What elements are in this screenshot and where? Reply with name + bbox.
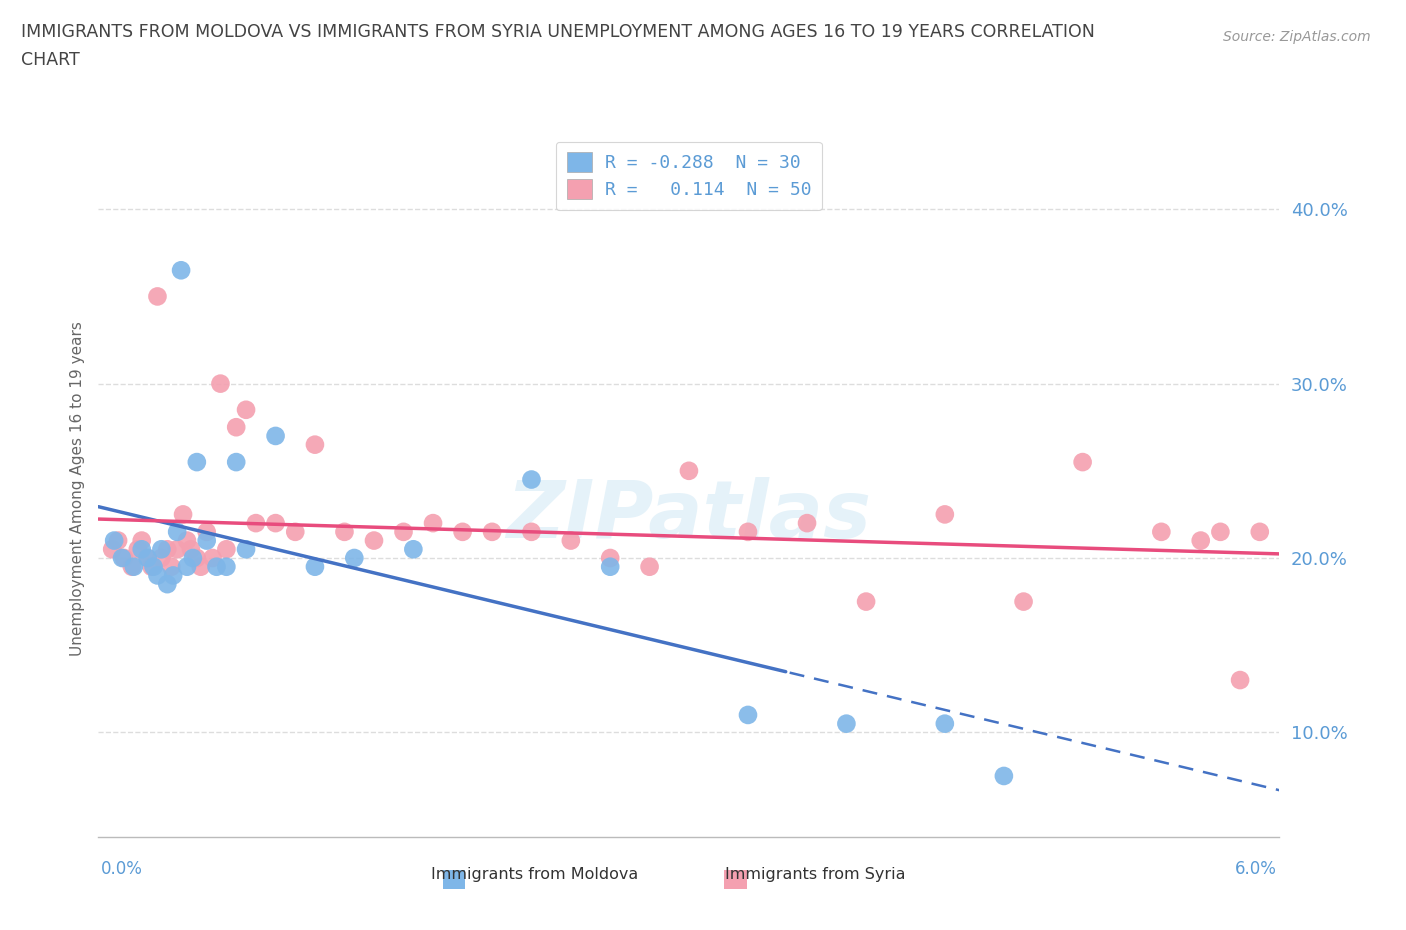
Text: Immigrants from Syria: Immigrants from Syria (725, 867, 905, 882)
Point (796, 515, 818, 530)
Point (1229, 672, 1251, 687)
Point (186, 551, 208, 565)
Point (402, 542, 425, 557)
Text: 6.0%: 6.0% (1234, 860, 1277, 878)
Point (520, 472, 543, 487)
Point (264, 515, 287, 530)
Text: Immigrants from Moldova: Immigrants from Moldova (430, 867, 638, 882)
Point (934, 507, 956, 522)
Point (176, 533, 198, 548)
Point (215, 559, 238, 574)
Point (835, 716, 858, 731)
Legend: R = -0.288  N = 30, R =   0.114  N = 50: R = -0.288 N = 30, R = 0.114 N = 50 (555, 141, 823, 210)
Point (209, 376, 232, 391)
Text: CHART: CHART (21, 51, 80, 69)
Point (264, 429, 287, 444)
Point (131, 542, 153, 557)
Point (304, 559, 326, 574)
Point (599, 551, 621, 565)
Text: ZIPatlas: ZIPatlas (506, 477, 872, 555)
Point (112, 551, 135, 565)
Point (136, 551, 159, 565)
Point (422, 515, 444, 530)
Point (737, 525, 759, 539)
Point (1012, 594, 1035, 609)
Point (186, 455, 208, 470)
Point (934, 716, 956, 731)
Point (146, 289, 169, 304)
Point (520, 525, 543, 539)
Point (142, 559, 165, 574)
Point (225, 455, 247, 470)
Point (136, 551, 159, 565)
Point (392, 525, 415, 539)
Point (993, 768, 1015, 783)
Point (201, 551, 224, 565)
Point (235, 403, 257, 418)
Y-axis label: Unemployment Among Ages 16 to 19 years: Unemployment Among Ages 16 to 19 years (69, 321, 84, 656)
Point (451, 525, 474, 539)
Point (166, 525, 188, 539)
Point (678, 463, 700, 478)
Point (166, 542, 188, 557)
Point (638, 559, 661, 574)
Point (1189, 533, 1212, 548)
Point (141, 559, 163, 574)
Point (245, 515, 267, 530)
Point (333, 525, 356, 539)
Point (304, 437, 326, 452)
Point (101, 542, 124, 557)
Point (150, 542, 173, 557)
Point (176, 559, 198, 574)
Point (195, 525, 218, 539)
Point (855, 594, 877, 609)
Text: IMMIGRANTS FROM MOLDOVA VS IMMIGRANTS FROM SYRIA UNEMPLOYMENT AMONG AGES 16 TO 1: IMMIGRANTS FROM MOLDOVA VS IMMIGRANTS FR… (21, 23, 1095, 41)
Point (1071, 455, 1094, 470)
Point (195, 533, 218, 548)
Point (1249, 525, 1271, 539)
Point (156, 577, 179, 591)
Point (156, 542, 179, 557)
Point (190, 559, 212, 574)
Point (180, 542, 202, 557)
Point (599, 559, 621, 574)
Point (181, 551, 204, 565)
Point (172, 507, 194, 522)
Text: Source: ZipAtlas.com: Source: ZipAtlas.com (1223, 30, 1371, 44)
Point (284, 525, 307, 539)
Point (121, 559, 143, 574)
Point (215, 542, 238, 557)
Point (131, 533, 153, 548)
Point (160, 559, 183, 574)
Point (225, 419, 247, 434)
Point (111, 551, 134, 565)
Point (170, 263, 193, 278)
Point (1209, 525, 1232, 539)
Point (205, 559, 228, 574)
Point (146, 568, 169, 583)
Point (737, 708, 759, 723)
Point (235, 542, 257, 557)
Point (127, 542, 149, 557)
Point (122, 559, 145, 574)
Point (162, 568, 184, 583)
Point (363, 533, 385, 548)
Point (481, 525, 503, 539)
Point (103, 533, 125, 548)
Point (150, 551, 173, 565)
Point (560, 533, 582, 548)
Point (1150, 525, 1173, 539)
Point (107, 533, 129, 548)
Point (343, 551, 366, 565)
Text: 0.0%: 0.0% (101, 860, 143, 878)
